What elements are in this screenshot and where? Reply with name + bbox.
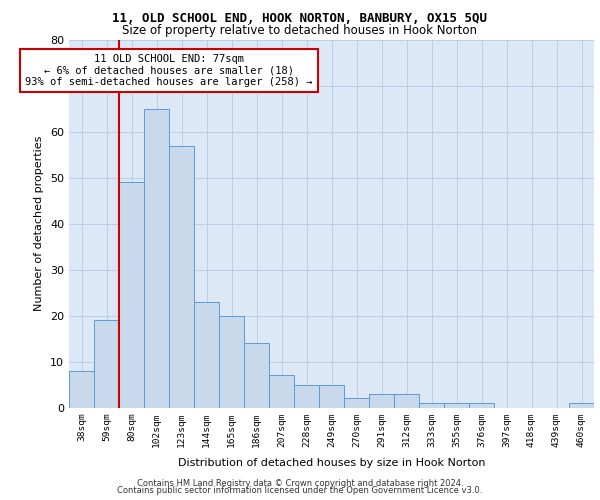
Text: Size of property relative to detached houses in Hook Norton: Size of property relative to detached ho… xyxy=(122,24,478,37)
Bar xyxy=(469,403,494,407)
X-axis label: Distribution of detached houses by size in Hook Norton: Distribution of detached houses by size … xyxy=(178,458,485,468)
Text: Contains HM Land Registry data © Crown copyright and database right 2024.: Contains HM Land Registry data © Crown c… xyxy=(137,478,463,488)
Text: 11, OLD SCHOOL END, HOOK NORTON, BANBURY, OX15 5QU: 11, OLD SCHOOL END, HOOK NORTON, BANBURY… xyxy=(113,12,487,26)
Bar xyxy=(319,384,344,407)
Bar xyxy=(194,302,219,408)
Text: Contains public sector information licensed under the Open Government Licence v3: Contains public sector information licen… xyxy=(118,486,482,495)
Bar xyxy=(344,398,369,407)
Bar xyxy=(244,343,269,407)
Bar xyxy=(444,403,469,407)
Bar xyxy=(269,376,294,408)
Bar xyxy=(294,384,319,407)
Bar xyxy=(569,403,594,407)
Text: 11 OLD SCHOOL END: 77sqm
← 6% of detached houses are smaller (18)
93% of semi-de: 11 OLD SCHOOL END: 77sqm ← 6% of detache… xyxy=(25,54,313,87)
Bar xyxy=(419,403,444,407)
Bar xyxy=(119,182,144,408)
Bar xyxy=(394,394,419,407)
Bar xyxy=(144,109,169,408)
Bar xyxy=(94,320,119,408)
Bar xyxy=(219,316,244,408)
Bar xyxy=(69,371,94,408)
Bar xyxy=(169,146,194,408)
Y-axis label: Number of detached properties: Number of detached properties xyxy=(34,136,44,312)
Bar xyxy=(369,394,394,407)
